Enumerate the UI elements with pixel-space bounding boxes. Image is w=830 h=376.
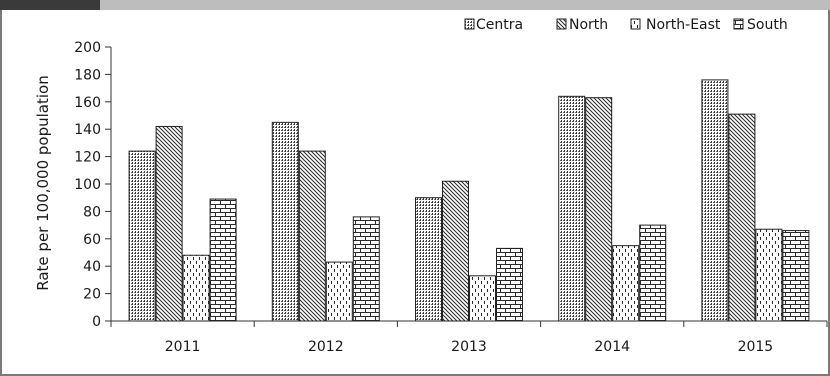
y-tick-label: 60 [83, 232, 101, 248]
legend-swatch-north [556, 18, 567, 30]
y-axis: 0 20 40 60 80 100 120 140 160 180 200 [74, 40, 112, 330]
legend-swatch-south [733, 18, 744, 30]
y-tick-label: 40 [83, 259, 101, 275]
legend-label-centra: Centra [476, 17, 523, 33]
legend-label-north: North [569, 17, 608, 33]
y-tick-label: 120 [74, 150, 101, 166]
header-bar-dark [0, 0, 100, 10]
x-axis: 2011 2012 2013 2014 2015 [110, 320, 828, 355]
y-tick-label: 180 [74, 67, 101, 83]
bar-north-2011 [155, 125, 183, 322]
header-bar-light [100, 0, 830, 10]
x-tick-label: 2014 [594, 339, 630, 355]
bar-north-east-2012 [325, 261, 353, 322]
bar-centra-2012 [271, 121, 299, 322]
x-tick-label: 2013 [451, 339, 487, 355]
bar-centra-2015 [701, 79, 729, 322]
legend-swatch-centra [464, 18, 475, 30]
bar-north-2012 [298, 150, 326, 322]
y-tick-label: 100 [74, 177, 101, 193]
legend-label-south: South [747, 17, 788, 33]
y-axis-title: Rate per 100,000 population [34, 75, 52, 290]
bar-south-2014 [639, 224, 667, 322]
bar-centra-2011 [128, 150, 156, 322]
bar-centra-2014 [558, 95, 586, 322]
bar-north-2014 [585, 97, 613, 322]
y-tick-label: 160 [74, 95, 101, 111]
y-tick-label: 140 [74, 122, 101, 138]
bar-north-east-2011 [182, 254, 210, 322]
bar-south-2013 [496, 247, 523, 322]
bar-south-2015 [782, 230, 810, 322]
y-tick-label: 20 [83, 287, 101, 303]
y-tick-label: 0 [92, 314, 101, 330]
bar-centra-2013 [415, 197, 442, 322]
legend-label-north-east: North-East [646, 17, 721, 33]
x-tick-label: 2011 [165, 339, 201, 355]
bar-south-2011 [209, 198, 237, 322]
bar-north-east-2013 [469, 275, 496, 322]
y-tick-label: 80 [83, 204, 101, 220]
x-tick-label: 2015 [738, 339, 774, 355]
bar-north-east-2014 [612, 245, 640, 322]
bars [128, 79, 810, 322]
bar-north-east-2015 [755, 228, 783, 322]
bar-north-2015 [728, 113, 756, 322]
x-tick-label: 2012 [308, 339, 344, 355]
y-tick-label: 200 [74, 40, 101, 56]
legend: Centra North North-East South [464, 17, 788, 33]
legend-swatch-north-east [630, 18, 641, 30]
bar-north-2013 [442, 180, 469, 322]
bar-south-2012 [352, 216, 380, 322]
